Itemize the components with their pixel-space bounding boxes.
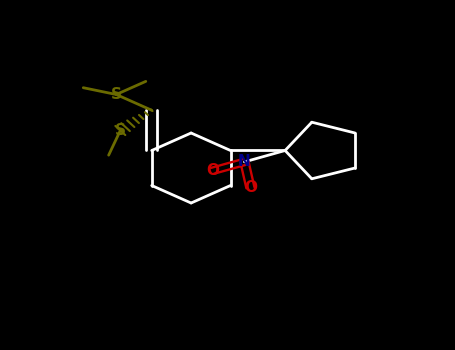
Text: O: O (206, 163, 219, 178)
Text: S: S (111, 87, 122, 102)
Text: N: N (238, 154, 251, 169)
Text: O: O (244, 180, 257, 195)
Text: S: S (115, 123, 126, 138)
